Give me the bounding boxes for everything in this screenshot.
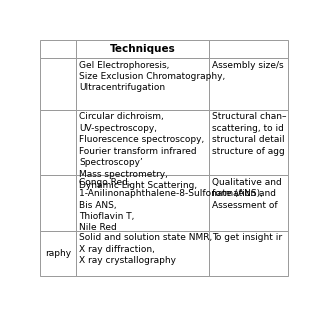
Bar: [76, 231, 209, 276]
Text: Qualitative and
formation and
Assessment of: Qualitative and formation and Assessment…: [212, 178, 281, 210]
Bar: [209, 40, 288, 58]
Bar: [209, 58, 288, 110]
Bar: [40, 231, 76, 276]
Bar: [209, 110, 288, 175]
Text: raphy: raphy: [45, 249, 71, 258]
Text: Gel Electrophoresis,
Size Exclusion Chromatography,
Ultracentrifugation: Gel Electrophoresis, Size Exclusion Chro…: [79, 60, 225, 92]
Bar: [40, 175, 76, 231]
Bar: [40, 40, 76, 58]
Text: Congo Red,
1-Anilinonaphthalene-8-Sulfonate (ANS),
Bis ANS,
Thioflavin T,
Nile R: Congo Red, 1-Anilinonaphthalene-8-Sulfon…: [79, 178, 263, 232]
Text: To get insight ir: To get insight ir: [212, 233, 282, 242]
Bar: [209, 175, 288, 231]
Bar: [40, 58, 76, 110]
Text: Structural chan–
scattering, to id
structural detail
structure of agg: Structural chan– scattering, to id struc…: [212, 112, 286, 156]
Text: Techniques: Techniques: [109, 44, 175, 54]
Text: Circular dichroism,
UV-spectroscopy,
Fluorescence spectroscopy,
Fourier transfor: Circular dichroism, UV-spectroscopy, Flu…: [79, 112, 204, 190]
Bar: [40, 110, 76, 175]
Text: Assembly size/s: Assembly size/s: [212, 60, 283, 69]
Bar: [76, 58, 209, 110]
Bar: [76, 175, 209, 231]
Bar: [76, 110, 209, 175]
Text: Solid and solution state NMR,
X ray diffraction,
X ray crystallography: Solid and solution state NMR, X ray diff…: [79, 233, 212, 265]
Bar: [76, 40, 209, 58]
Bar: [209, 231, 288, 276]
